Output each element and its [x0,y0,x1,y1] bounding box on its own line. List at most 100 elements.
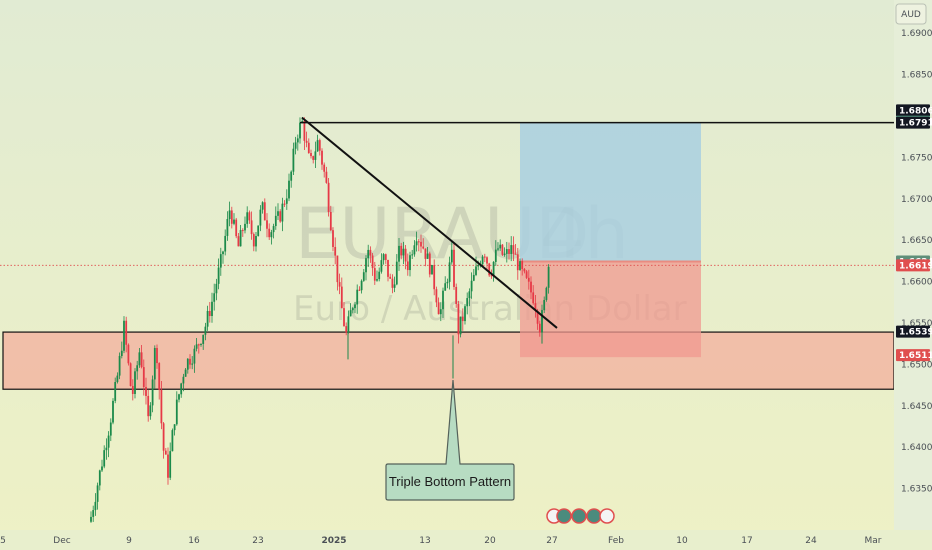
candle-body [197,344,200,346]
price-tick-label: 1.65500 [901,319,932,329]
candle-body [103,450,106,467]
candle-body [527,277,530,282]
candle-body [123,320,125,351]
event-icon[interactable] [586,508,602,524]
price-axis[interactable]: 1.69000 1.68500 1.67500 1.67000 1.66500 1.660… [894,0,932,550]
time-tick-label: 23 [252,536,263,546]
candle-body [149,405,152,417]
candle-body [310,153,312,157]
price-tick-label: 1.64000 [901,443,932,453]
candle-body [226,219,229,236]
drawings-layer [300,116,894,329]
candle-body [411,254,414,256]
candle-body [475,266,477,275]
price-tag[interactable] [896,349,930,362]
candle-body [305,140,308,143]
candle-body [204,326,207,335]
candle-body [250,220,253,235]
candle-body [497,248,499,250]
candle-body [455,286,458,304]
time-tick-label: 27 [546,536,557,546]
candle-body [349,310,352,317]
event-icon[interactable] [599,508,615,524]
candle-body [200,343,202,345]
time-axis[interactable]: 5 Dec 9 16 23 2025 13 20 27 Feb 10 17 24 Mar [0,530,932,550]
candle-body [510,245,513,254]
candle-body [461,316,464,322]
candle-body [367,249,370,259]
candle-body [173,424,176,431]
candle-body [283,203,286,205]
trendline [301,116,558,329]
price-tag-label: 1.65395 [899,328,932,338]
candle-body [206,310,209,327]
candle-body [492,261,495,276]
candle-body [105,447,108,451]
candle-body [369,249,372,256]
triple-bottom-callout: Triple Bottom Pattern [385,379,515,501]
price-tag[interactable] [896,116,930,129]
currency-label: AUD [901,10,921,20]
candle-body [288,180,290,199]
candle-body [138,352,141,366]
candle-body [354,304,356,309]
candle-body [257,225,260,237]
candle-body [356,289,359,305]
candle-body [233,219,235,224]
candle-body [312,156,315,160]
candle-body [129,363,132,387]
candle-body [431,265,433,275]
candle-body [400,245,403,256]
candle-body [136,365,139,372]
event-icon[interactable] [556,508,572,524]
price-tag[interactable] [896,325,930,338]
price-tag[interactable] [896,104,930,117]
price-tag[interactable] [896,259,930,272]
candle-body [248,212,251,221]
candle-body [426,253,429,259]
candle-body [127,344,130,364]
candle-body [277,211,279,216]
candle-body [519,261,521,271]
candle-body [505,249,508,254]
time-tick-label: 9 [126,536,132,546]
candle-body [222,251,224,255]
candle-body [499,244,502,249]
candle-body [347,316,350,333]
candle-body [508,249,510,254]
candle-body [142,367,145,388]
candle-body [389,276,392,279]
candle-body [145,387,147,396]
candle-body [376,279,378,281]
currency-box[interactable] [895,3,927,25]
candle-body [343,308,345,327]
candle-body [178,394,180,400]
candle-body [351,308,354,311]
candle-body [151,379,154,406]
candle-body [444,283,447,291]
candle-body [446,281,449,284]
candle-body [131,386,134,394]
candle-body [134,371,136,394]
candle-body [417,241,420,243]
candle-body [169,451,172,478]
event-icon[interactable] [571,508,587,524]
candle-body [543,299,546,311]
candle-body [332,230,334,247]
candle-body [424,248,427,259]
candle-body [415,241,418,246]
candle-body [107,435,110,448]
candle-body [164,450,167,455]
event-icons[interactable] [546,508,615,524]
candle-body [239,230,242,247]
candle-body [307,142,310,154]
candle-body [255,236,257,247]
candle-body [213,293,216,302]
candle-body [160,389,163,424]
support-zone [2,331,895,390]
candle-body [453,249,455,287]
price-tag-label: 1.65111 [899,351,932,361]
price-tick-label: 1.69000 [901,29,932,39]
